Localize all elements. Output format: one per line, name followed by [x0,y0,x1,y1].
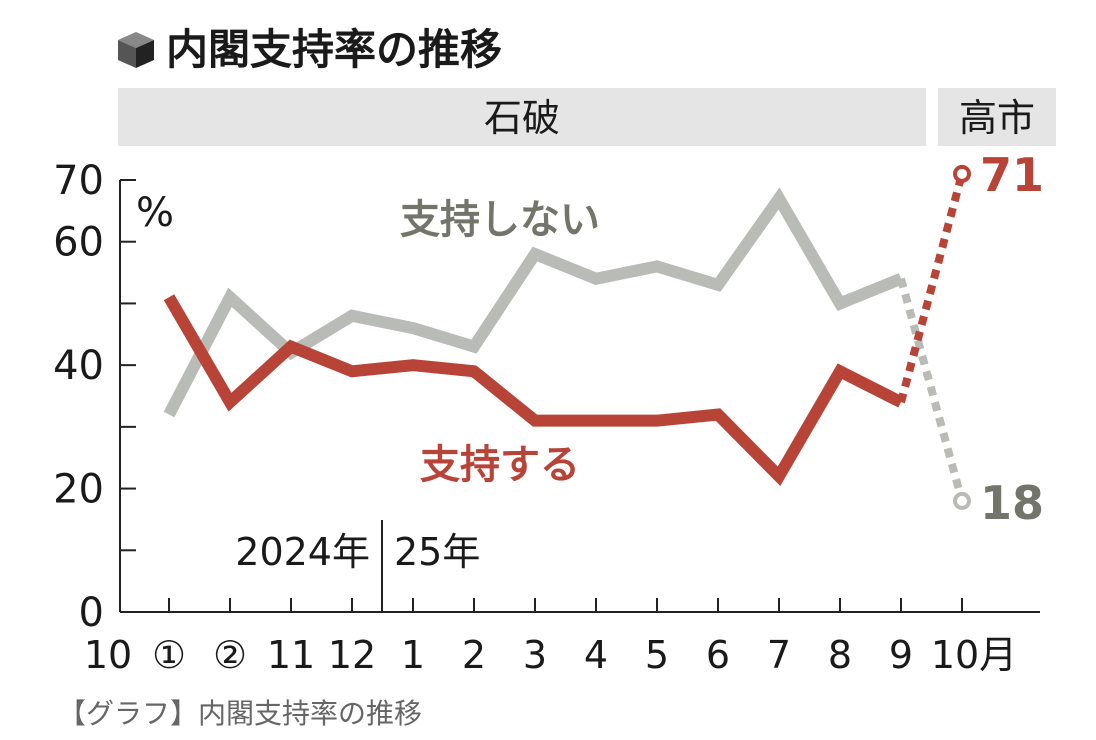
y-tick-label: 70 [53,158,104,204]
x-tick-label: 10 [84,633,132,677]
band-takaichi [938,88,1056,146]
caption: 【グラフ】内閣支持率の推移 [58,697,422,730]
x-tick-label: 5 [645,633,669,677]
x-tick-label: 8 [828,633,852,677]
band-ishiba [118,88,926,146]
y-tick-label: 60 [53,220,104,266]
x-tick-label: 9 [889,633,913,677]
y-tick-label: 0 [79,590,104,636]
y-tick-label: 40 [53,343,104,389]
year-label-2025: 25年 [394,530,480,574]
x-tick-label: 4 [584,633,608,677]
band-label-takaichi: 高市 [959,96,1035,140]
x-tick-label: ① [152,633,186,677]
x-tick-label: ② [213,633,247,677]
series-end-point-1 [953,164,971,183]
end-label-approve: 71 [980,148,1044,202]
y-unit-label: % [136,190,174,236]
y-tick-label: 20 [53,467,104,513]
x-tick-label: 10月 [931,633,1017,677]
series-label-disapprove: 支持しない [400,197,600,243]
x-tick-label: 1 [401,633,425,677]
series-dashed-segment-0 [897,277,966,502]
y-ticks: 0 20 40 60 70 [53,158,136,636]
series-dashed-segment-1 [897,172,966,404]
series-layer [163,164,971,510]
end-label-disapprove: 18 [980,476,1044,530]
x-tick-label: 11 [267,633,315,677]
series-line-1 [163,294,904,487]
series-label-approve: 支持する [420,442,580,488]
title-icon [118,32,154,68]
chart-title: 内閣支持率の推移 [166,25,502,74]
series-end-point-0 [953,491,971,510]
x-tick-label: 6 [706,633,730,677]
x-ticks: 10 ① ② 11 12 1 2 3 4 5 6 7 8 9 10月 [84,598,1017,677]
x-tick-label: 12 [328,633,376,677]
band-label-ishiba: 石破 [484,96,560,140]
x-tick-label: 7 [767,633,791,677]
year-label-2024: 2024年 [235,530,370,574]
x-tick-label: 2 [462,633,486,677]
x-tick-label: 3 [523,633,547,677]
